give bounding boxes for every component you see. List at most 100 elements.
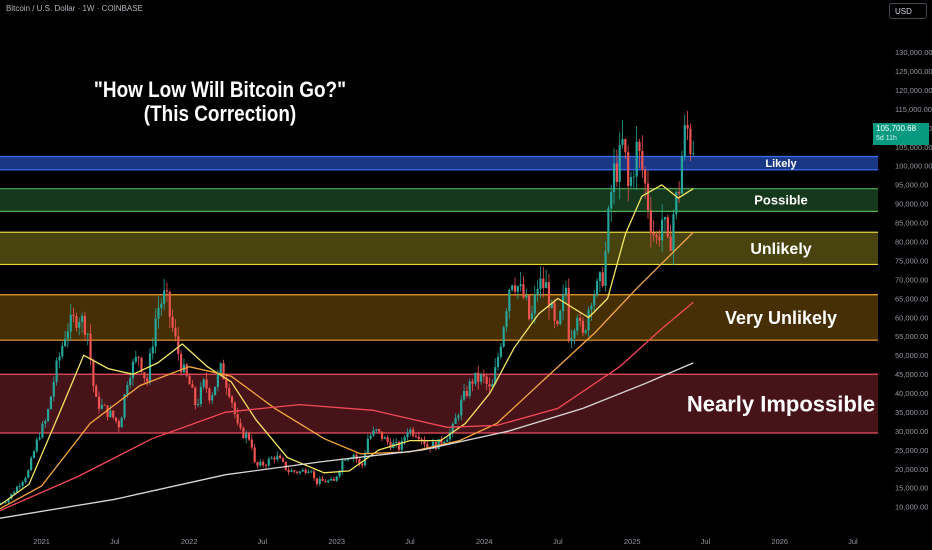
- moving-average-line-3: [0, 301, 694, 512]
- candle-body: [621, 139, 624, 145]
- chart-title: "How Low Will Bitcoin Go?" (This Correct…: [91, 78, 349, 126]
- candle-body: [66, 331, 70, 339]
- candle-body: [638, 141, 641, 151]
- candle-body: [448, 432, 452, 440]
- y-tick-label: 95,000.00: [895, 181, 928, 190]
- y-tick-label: 75,000.00: [895, 256, 928, 265]
- candle-body: [120, 417, 123, 428]
- candle-body: [191, 384, 194, 388]
- candle-body: [30, 457, 33, 471]
- candle-body: [213, 386, 217, 396]
- candle-body: [171, 316, 174, 328]
- price-axis[interactable]: 10,000.00 15,000.00 20,000.00 25,000.00 30,0…: [895, 48, 932, 512]
- x-tick-label: Jul: [405, 537, 415, 546]
- candle-body: [457, 415, 460, 418]
- candle-body: [550, 302, 553, 308]
- candle-body: [134, 356, 137, 362]
- candle-body: [310, 471, 313, 473]
- candle-body: [137, 356, 140, 358]
- candle-body: [465, 390, 468, 396]
- candle-body: [607, 208, 610, 252]
- x-tick-label: Jul: [848, 537, 858, 546]
- candle-body: [312, 471, 316, 479]
- candle-body: [519, 284, 522, 287]
- candle-body: [262, 461, 265, 466]
- candle-body: [86, 333, 89, 335]
- candle-body: [228, 387, 231, 397]
- y-tick-label: 100,000.00: [895, 162, 932, 171]
- candle-body: [239, 423, 242, 428]
- candle-body: [80, 315, 84, 323]
- candle-body: [689, 128, 692, 154]
- candle-body: [545, 282, 548, 289]
- candle-body: [641, 150, 644, 170]
- candle-body: [581, 320, 585, 333]
- candle-body: [573, 330, 576, 339]
- candle-body: [530, 313, 534, 320]
- candle-body: [157, 307, 160, 319]
- candle-body: [109, 410, 112, 417]
- time-axis[interactable]: 2021 Jul 2022 Jul 2023 Jul 2024 Jul 2025 Jul 2026 J…: [33, 537, 858, 546]
- candle-body: [593, 295, 596, 306]
- candle-body: [276, 455, 279, 460]
- candle-body: [194, 387, 197, 406]
- candle-body: [72, 314, 75, 317]
- zone-very-unlikely: [0, 294, 878, 341]
- y-tick-label: 125,000.00: [895, 67, 932, 76]
- candle-body: [47, 409, 50, 421]
- candle-body: [211, 395, 214, 401]
- candle-body: [423, 439, 426, 445]
- candle-body: [417, 436, 420, 439]
- candle-body: [259, 461, 262, 466]
- y-tick-label: 70,000.00: [895, 275, 928, 284]
- candle-body: [233, 402, 236, 415]
- candle-body: [499, 346, 502, 357]
- candle-body: [403, 437, 406, 441]
- candle-body: [587, 309, 590, 331]
- y-tick-label: 40,000.00: [895, 389, 928, 398]
- candle-body: [185, 364, 188, 376]
- candle-body: [267, 458, 270, 466]
- currency-button[interactable]: USD: [889, 3, 927, 19]
- zone-nearly-impossible: [0, 374, 878, 433]
- candle-body: [15, 486, 19, 493]
- candle-body: [307, 471, 310, 473]
- candle-body: [78, 322, 81, 328]
- x-tick-label: 2024: [476, 537, 493, 546]
- candle-body: [146, 378, 149, 382]
- candle-body: [329, 478, 333, 481]
- candle-body: [270, 457, 273, 459]
- candle-body: [658, 237, 661, 241]
- candle-body: [584, 330, 587, 333]
- candle-body: [58, 356, 61, 361]
- candle-body: [644, 169, 647, 184]
- y-tick-label: 50,000.00: [895, 351, 928, 360]
- y-tick-label: 120,000.00: [895, 86, 932, 95]
- candle-body: [69, 314, 72, 332]
- candle-body: [148, 353, 152, 382]
- zone-label-unlikely: Unlikely: [750, 241, 811, 258]
- candle-series: [0, 110, 695, 505]
- candle-body: [38, 437, 41, 440]
- candle-body: [318, 478, 321, 484]
- candle-body: [578, 317, 582, 321]
- x-tick-label: Jul: [701, 537, 711, 546]
- candle-body: [604, 251, 607, 286]
- candle-body: [361, 463, 364, 466]
- x-tick-label: 2021: [33, 537, 50, 546]
- y-tick-label: 130,000.00: [895, 48, 932, 57]
- candle-body: [533, 294, 536, 314]
- candle-body: [494, 367, 497, 385]
- candle-body: [49, 396, 53, 410]
- y-tick-label: 105,000.00: [895, 143, 932, 152]
- candle-body: [0, 502, 2, 504]
- candle-body: [431, 441, 435, 449]
- candle-body: [547, 282, 551, 308]
- candle-body: [610, 192, 613, 209]
- candle-body: [479, 374, 483, 382]
- candle-body: [400, 440, 403, 450]
- y-tick-label: 65,000.00: [895, 294, 928, 303]
- candle-body: [123, 394, 126, 418]
- candle-body: [649, 209, 652, 234]
